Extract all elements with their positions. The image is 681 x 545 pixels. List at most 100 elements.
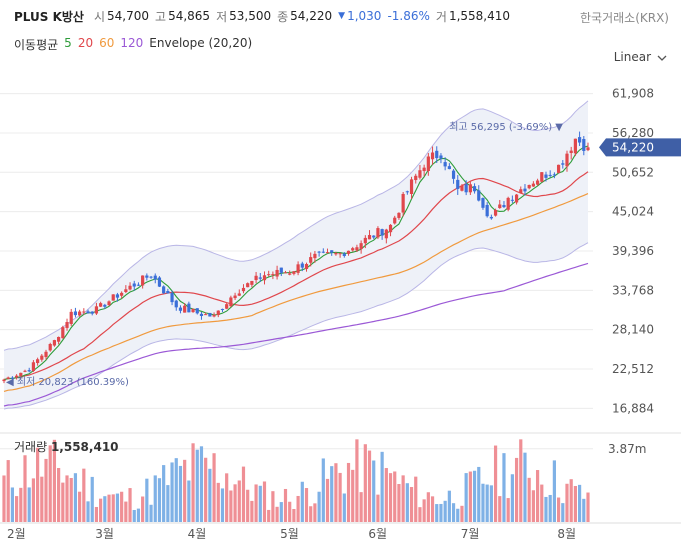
candle-body [204, 314, 208, 316]
change-percent: -1.86% [387, 9, 430, 23]
open-value: 54,700 [107, 9, 150, 23]
candle-body [338, 253, 342, 255]
volume-bar [157, 478, 162, 522]
volume-bar [61, 482, 65, 522]
candle-body [246, 283, 250, 288]
volume-title-label: 거래량 [14, 440, 48, 454]
volume-bar [44, 458, 48, 522]
candle-body [426, 156, 430, 171]
volume-bar [334, 463, 338, 522]
candle-body [577, 137, 582, 143]
volume-bar [90, 476, 94, 522]
candle-body [573, 138, 577, 154]
volume-bar [48, 445, 52, 522]
candle-body [115, 294, 120, 298]
candle-body [334, 252, 338, 255]
candle-body [296, 264, 300, 273]
price-tick-label: 56,280 [612, 126, 654, 140]
candle-body [136, 284, 141, 286]
volume-bar [124, 501, 128, 522]
candle-body [27, 370, 31, 372]
candle-body [149, 276, 153, 278]
close-label: 종 [277, 9, 289, 24]
volume-bar [397, 484, 401, 522]
candle-body [447, 166, 451, 170]
volume-bar [447, 490, 451, 522]
volume-bar [409, 487, 414, 522]
volume-bar [493, 445, 498, 522]
candle-body [586, 147, 590, 151]
volume-bar [443, 500, 447, 522]
min-annotation: ◀ 최저 20,823 (160.39%) [6, 376, 129, 388]
volume-bar [267, 509, 271, 522]
volume-bar [174, 458, 178, 522]
x-tick-label: 3월 [95, 527, 114, 541]
volume-bar [456, 508, 460, 522]
volume-bar [552, 460, 556, 522]
volume-bar [31, 478, 36, 522]
price-tick-label: 39,396 [612, 244, 654, 258]
volume-bar [19, 487, 23, 522]
volume-title: 거래량 1,558,410 [14, 438, 119, 455]
close-value: 54,220 [290, 9, 333, 23]
volume-bar [208, 468, 212, 522]
volume-bar [565, 483, 569, 522]
volume-bar [69, 477, 73, 522]
candle-body [61, 327, 65, 339]
volume-bar [300, 481, 304, 522]
scale-selector[interactable]: Linear [614, 50, 667, 64]
x-tick-label: 4월 [188, 527, 207, 541]
candle-body [157, 277, 162, 287]
indicator-legend[interactable]: 이동평균 5 20 60 120 Envelope (20,20) [14, 36, 252, 53]
candle-body [435, 150, 439, 159]
candle-body [78, 311, 82, 316]
volume-bar [178, 465, 183, 522]
volume-bar [338, 472, 342, 522]
volume-bar [241, 466, 246, 522]
candle-body [44, 351, 48, 358]
candle-body [443, 162, 447, 167]
candle-body [317, 251, 321, 253]
price-tick-label: 50,652 [612, 165, 654, 179]
candle-body [233, 295, 237, 299]
candle-body [456, 179, 460, 189]
candle-body [220, 308, 225, 310]
current-price-label: 54,220 [612, 140, 654, 154]
candle-body [15, 375, 19, 378]
volume-bar [225, 473, 229, 522]
volume-bar [485, 484, 489, 522]
volume-bar [187, 480, 191, 522]
candle-body [582, 138, 586, 151]
candle-body [552, 174, 556, 176]
volume-bar [540, 484, 544, 522]
candle-body [544, 174, 548, 178]
volume-bar [73, 473, 78, 522]
candle-body [498, 204, 502, 209]
volume-bar [283, 488, 288, 522]
candle-body [565, 153, 569, 167]
volume-bar [544, 496, 548, 522]
candle-body [493, 209, 498, 216]
volume-bar [380, 451, 384, 522]
candle-body [288, 273, 292, 275]
ma60-line [3, 193, 589, 392]
volume-bar [296, 495, 300, 522]
volume-bar [577, 484, 582, 522]
candle-body [506, 197, 510, 210]
volume-bar [183, 459, 187, 522]
volume-bar [10, 487, 15, 522]
volume-bar [439, 503, 443, 522]
volume-bar [23, 455, 27, 522]
volume-bar [481, 483, 485, 522]
low-value: 53,500 [229, 9, 272, 23]
candle-body [23, 370, 27, 372]
candle-body [73, 311, 78, 316]
candle-body [540, 172, 544, 182]
ma-60: 60 [99, 36, 115, 50]
volume-bar [237, 480, 241, 522]
max-annotation: 최고 56,295 (-3.69%) ▼ [449, 121, 563, 133]
candle-body [94, 306, 99, 314]
candle-body [178, 307, 183, 311]
exchange-label: 한국거래소(KRX) [580, 11, 669, 25]
